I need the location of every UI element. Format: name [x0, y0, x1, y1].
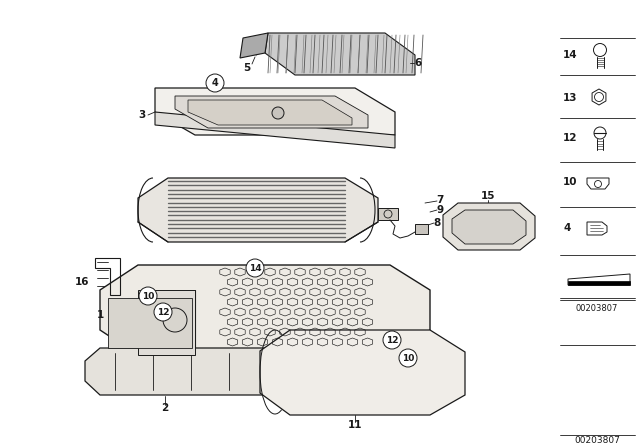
- Polygon shape: [108, 298, 192, 348]
- Text: 7: 7: [436, 195, 444, 205]
- Circle shape: [399, 349, 417, 367]
- Polygon shape: [240, 33, 268, 58]
- Polygon shape: [188, 100, 352, 125]
- Text: 10: 10: [142, 292, 154, 301]
- Polygon shape: [175, 96, 368, 128]
- Polygon shape: [568, 281, 630, 285]
- Text: 1: 1: [97, 310, 104, 320]
- Text: 9: 9: [436, 205, 444, 215]
- Polygon shape: [100, 265, 430, 355]
- Text: 12: 12: [157, 307, 169, 316]
- Polygon shape: [260, 330, 465, 415]
- Text: 3: 3: [138, 110, 146, 120]
- Text: 10: 10: [402, 353, 414, 362]
- Polygon shape: [155, 88, 395, 135]
- Polygon shape: [378, 208, 398, 220]
- Polygon shape: [415, 224, 428, 234]
- Text: 12: 12: [563, 133, 577, 143]
- Circle shape: [163, 308, 187, 332]
- Polygon shape: [452, 210, 526, 244]
- Text: 8: 8: [433, 218, 440, 228]
- Polygon shape: [443, 203, 535, 250]
- Polygon shape: [265, 33, 415, 75]
- Text: 14: 14: [563, 50, 578, 60]
- Text: 15: 15: [481, 191, 495, 201]
- Polygon shape: [155, 112, 395, 148]
- Text: 12: 12: [386, 336, 398, 345]
- Circle shape: [246, 259, 264, 277]
- Polygon shape: [138, 290, 195, 355]
- Circle shape: [139, 287, 157, 305]
- Polygon shape: [85, 348, 295, 395]
- Circle shape: [383, 331, 401, 349]
- Circle shape: [272, 107, 284, 119]
- Text: 00203807: 00203807: [576, 303, 618, 313]
- Circle shape: [206, 74, 224, 92]
- Circle shape: [154, 303, 172, 321]
- Text: 16: 16: [75, 277, 89, 287]
- Polygon shape: [568, 274, 630, 285]
- Text: 00203807: 00203807: [574, 435, 620, 444]
- Text: 4: 4: [563, 223, 570, 233]
- Text: 5: 5: [243, 63, 251, 73]
- Text: 2: 2: [161, 403, 168, 413]
- Text: 10: 10: [563, 177, 577, 187]
- Text: 13: 13: [563, 93, 577, 103]
- Text: 6: 6: [414, 58, 422, 68]
- Polygon shape: [138, 178, 378, 242]
- Text: 11: 11: [348, 420, 362, 430]
- Text: 4: 4: [212, 78, 218, 88]
- Text: 14: 14: [249, 263, 261, 272]
